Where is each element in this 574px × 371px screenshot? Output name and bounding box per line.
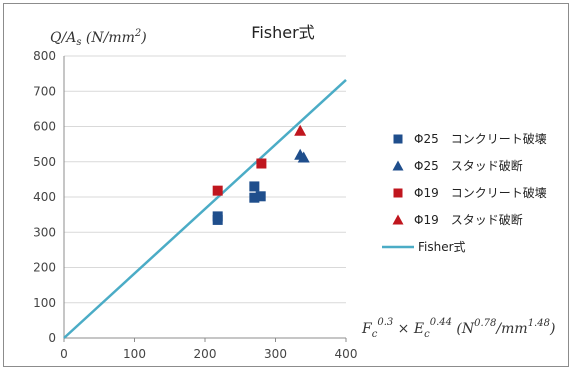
data-point-s0-3	[249, 192, 260, 203]
legend: Φ25 コンクリート破壊 Φ25 スタッド破断 Φ19 コンクリート破壊 Φ19 スタ…	[382, 131, 547, 254]
y-tick-label-800: 800	[33, 49, 56, 63]
legend-label-4: Fisher式	[418, 240, 466, 254]
x-tick-label-0: 0	[60, 347, 68, 361]
data-point-s0-4	[255, 191, 266, 202]
y-tick-label-500: 500	[33, 155, 56, 169]
y-tick-label-100: 100	[33, 296, 56, 310]
legend-item-3: Φ19 スタッド破断	[392, 212, 523, 227]
series-1	[294, 148, 310, 163]
y-tick-labels: 0 100 200 300 400 500 600 700 800	[33, 49, 56, 345]
series-3	[294, 124, 307, 136]
data-point-s0-1	[212, 211, 223, 222]
y-tick-label-400: 400	[33, 190, 56, 204]
data-point-s2-0	[212, 185, 223, 196]
data-point-s1-1	[297, 151, 310, 163]
legend-label-1: Φ25 スタッド破断	[414, 158, 523, 173]
x-tick-label-200: 200	[194, 347, 217, 361]
chart-title: Fisher式	[251, 23, 314, 42]
legend-label-2: Φ19 コンクリート破壊	[414, 185, 547, 200]
chart-frame	[3, 3, 569, 367]
y-tick-label-0: 0	[48, 331, 56, 345]
series-2	[212, 158, 267, 196]
legend-label-0: Φ25 コンクリート破壊	[414, 131, 547, 146]
legend-swatch-2	[393, 188, 403, 198]
legend-item-1: Φ25 スタッド破断	[392, 158, 523, 173]
series-0	[212, 181, 266, 225]
y-axis-label: Q/As (N/mm2)	[50, 28, 147, 48]
x-tick-labels: 0 100 200 300 400	[60, 347, 357, 361]
legend-item-0: Φ25 コンクリート破壊	[393, 131, 547, 146]
legend-swatch-1	[392, 160, 404, 171]
x-tick-label-300: 300	[264, 347, 287, 361]
x-tick-label-400: 400	[335, 347, 358, 361]
legend-label-3: Φ19 スタッド破断	[414, 212, 523, 227]
grid-lines	[64, 55, 346, 304]
axes	[63, 56, 347, 342]
y-tick-label-300: 300	[33, 225, 56, 239]
legend-swatch-0	[393, 134, 403, 144]
y-tick-label-600: 600	[33, 120, 56, 134]
legend-item-4: Fisher式	[382, 240, 466, 254]
x-axis-label: Fc0.3 × Ec0.44 (N0.78/mm1.48)	[361, 317, 555, 340]
data-point-s0-2	[249, 181, 260, 192]
series-line-fisher	[63, 79, 347, 339]
series-layer	[63, 79, 347, 339]
data-point-s2-1	[256, 158, 267, 169]
legend-swatch-3	[392, 214, 404, 225]
y-tick-label-700: 700	[33, 84, 56, 98]
y-tick-label-200: 200	[33, 261, 56, 275]
data-point-s3-0	[294, 124, 307, 136]
x-tick-label-100: 100	[123, 347, 146, 361]
legend-item-2: Φ19 コンクリート破壊	[393, 185, 547, 200]
